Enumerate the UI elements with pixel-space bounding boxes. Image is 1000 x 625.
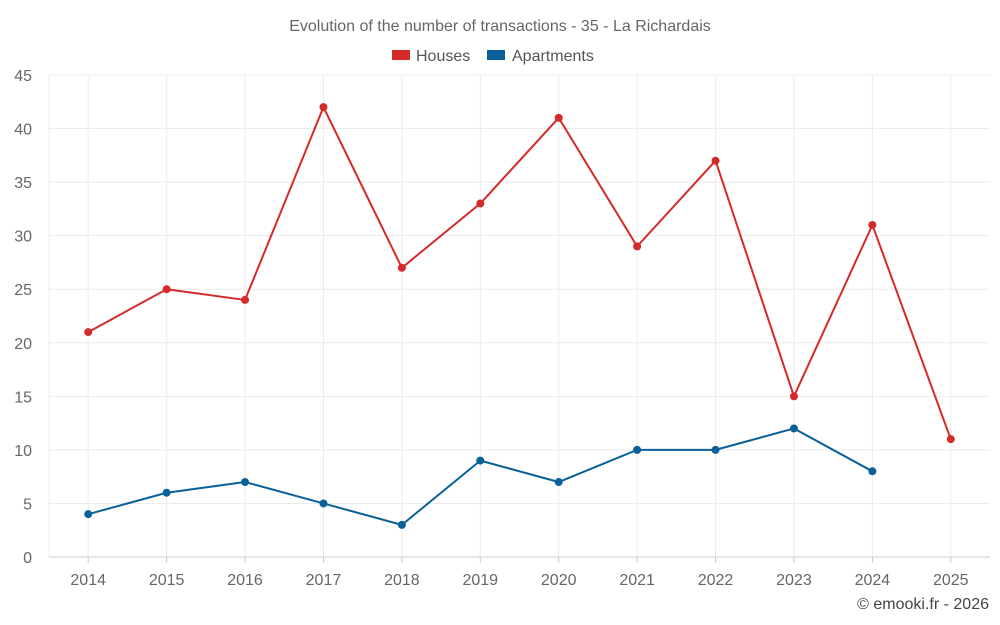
data-point-apartments[interactable] <box>162 488 171 497</box>
data-point-apartments[interactable] <box>241 478 250 487</box>
data-point-houses[interactable] <box>84 328 93 337</box>
legend-swatch-apartments[interactable] <box>487 50 505 60</box>
data-point-apartments[interactable] <box>789 424 798 433</box>
data-point-apartments[interactable] <box>476 456 485 465</box>
x-tick-label: 2015 <box>149 572 185 589</box>
x-tick-label: 2014 <box>70 572 106 589</box>
data-point-houses[interactable] <box>633 242 642 251</box>
chart-title: Evolution of the number of transactions … <box>289 18 711 35</box>
data-point-houses[interactable] <box>711 156 720 165</box>
x-tick-label: 2018 <box>384 572 420 589</box>
series-houses <box>84 103 955 444</box>
y-axis: 0 5 10 15 20 25 30 35 40 45 <box>14 68 50 567</box>
x-tick-label: 2022 <box>698 572 734 589</box>
x-tick-label: 2019 <box>462 572 498 589</box>
y-tick-label: 10 <box>14 443 32 460</box>
y-tick-label: 30 <box>14 229 32 246</box>
grid <box>49 74 990 557</box>
legend-swatch-houses[interactable] <box>392 50 410 60</box>
y-tick-label: 0 <box>23 550 32 567</box>
y-tick-label: 5 <box>23 496 32 513</box>
y-tick-label: 40 <box>14 122 32 139</box>
data-point-houses[interactable] <box>476 199 485 208</box>
y-tick-label: 45 <box>14 68 32 85</box>
data-point-apartments[interactable] <box>84 510 93 519</box>
series-group <box>84 103 955 529</box>
data-point-apartments[interactable] <box>711 445 720 454</box>
data-point-houses[interactable] <box>162 285 171 294</box>
data-point-houses[interactable] <box>241 295 250 304</box>
series-line-houses <box>87 106 952 440</box>
data-point-houses[interactable] <box>319 103 328 112</box>
x-tick-label: 2021 <box>619 572 655 589</box>
x-tick-label: 2023 <box>776 572 812 589</box>
credit-text: © emooki.fr - 2026 <box>857 596 989 613</box>
y-tick-label: 35 <box>14 175 32 192</box>
data-point-apartments[interactable] <box>319 499 328 508</box>
y-tick-label: 15 <box>14 389 32 406</box>
x-tick-label: 2017 <box>306 572 342 589</box>
x-tick-label: 2024 <box>855 572 891 589</box>
x-tick-label: 2025 <box>933 572 969 589</box>
data-point-apartments[interactable] <box>397 520 406 529</box>
legend-label-houses[interactable]: Houses <box>416 48 470 65</box>
legend-label-apartments[interactable]: Apartments <box>512 48 594 65</box>
x-tick-label: 2016 <box>227 572 263 589</box>
data-point-houses[interactable] <box>868 220 877 229</box>
series-apartments <box>84 424 877 529</box>
x-axis: 2014 2015 2016 2017 2018 2019 2020 2021 2022 2023… <box>49 556 990 589</box>
data-point-houses[interactable] <box>397 263 406 272</box>
data-point-houses[interactable] <box>554 113 563 122</box>
data-point-apartments[interactable] <box>868 467 877 476</box>
x-tick-label: 2020 <box>541 572 577 589</box>
data-point-houses[interactable] <box>789 392 798 401</box>
legend: Houses Apartments <box>392 48 594 65</box>
data-point-apartments[interactable] <box>554 478 563 487</box>
data-point-houses[interactable] <box>946 435 955 444</box>
data-point-apartments[interactable] <box>633 445 642 454</box>
y-tick-label: 25 <box>14 282 32 299</box>
y-tick-label: 20 <box>14 336 32 353</box>
